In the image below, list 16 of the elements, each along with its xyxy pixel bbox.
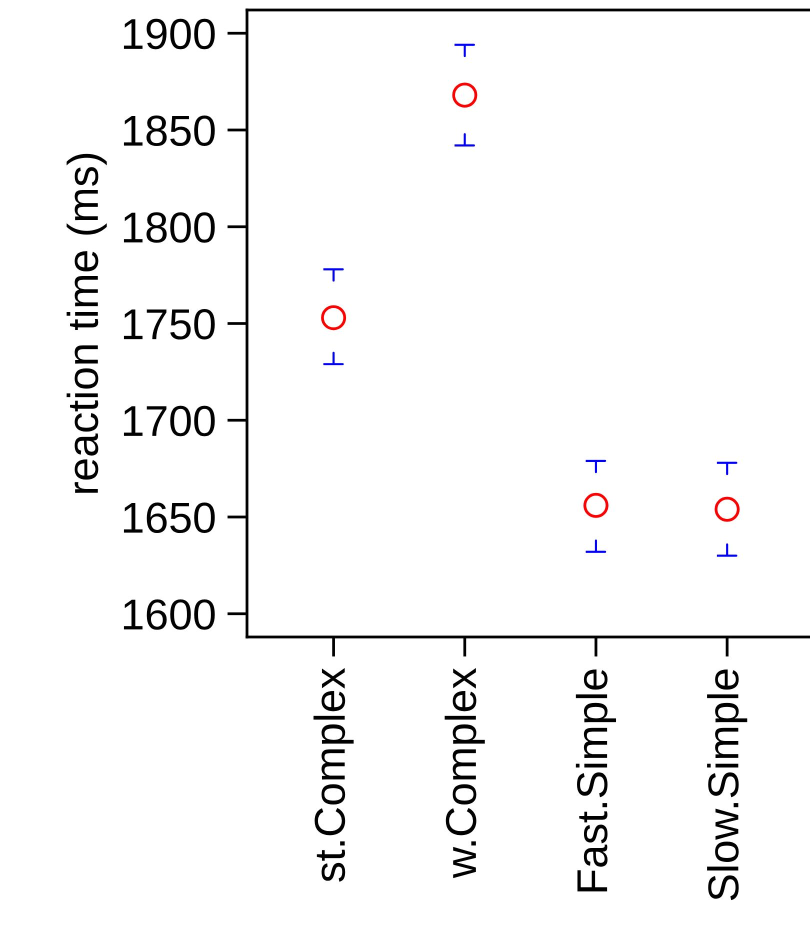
- x-tick-label: st.Complex: [314, 668, 354, 882]
- y-tick-label: 1600: [124, 599, 215, 630]
- y-tick-label: 1800: [124, 212, 215, 243]
- y-tick-label: 1650: [124, 502, 215, 534]
- y-tick-label: 1850: [124, 116, 215, 146]
- point: [321, 305, 346, 330]
- y-tick-label: 1750: [124, 309, 215, 340]
- y-tick-label: 1700: [124, 406, 215, 436]
- x-tick-label: w.Complex: [444, 668, 485, 878]
- point: [452, 82, 478, 108]
- x-tick-label: Fast.Simple: [576, 669, 616, 892]
- point: [583, 492, 608, 518]
- y-axis-title: reaction time (ms): [66, 154, 107, 493]
- x-tick-label: Slow.Simple: [707, 669, 748, 900]
- y-tick-label: 1900: [124, 18, 215, 50]
- point: [714, 496, 740, 522]
